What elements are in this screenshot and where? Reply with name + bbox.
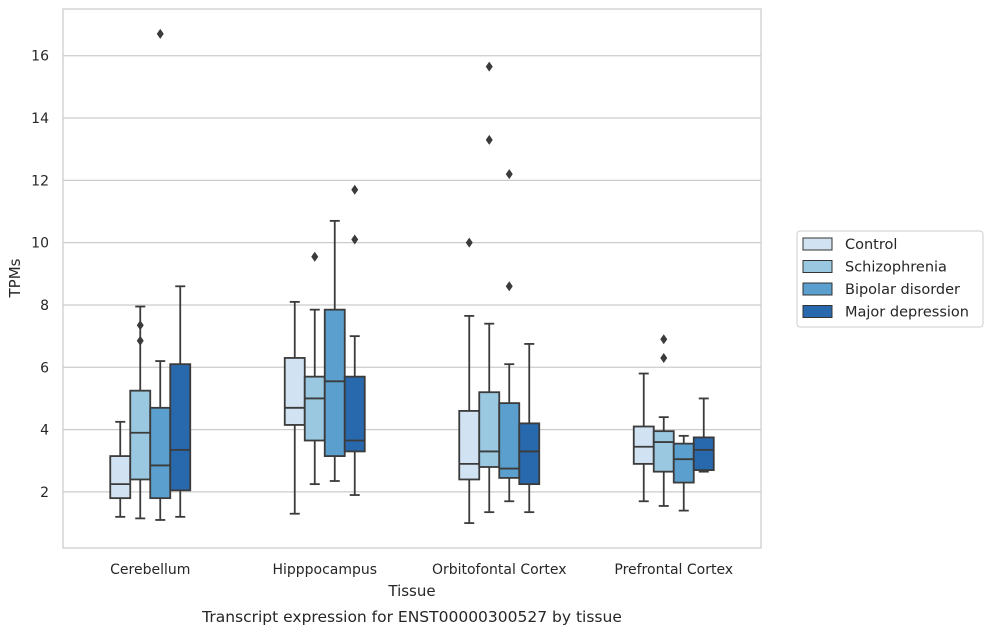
box-body bbox=[498, 402, 521, 479]
x-tick-labels: Cerebellum Hipppocampus Orbitofontal Corte… bbox=[110, 562, 733, 578]
box bbox=[672, 434, 695, 512]
box-body bbox=[458, 410, 481, 481]
box-body bbox=[343, 375, 366, 453]
y-tick-label: 2 bbox=[40, 485, 49, 501]
outlier-point bbox=[136, 320, 144, 331]
x-tick-label: Hipppocampus bbox=[272, 562, 377, 578]
legend-item: Bipolar disorder bbox=[802, 282, 960, 298]
legend-label: Bipolar disorder bbox=[845, 282, 960, 298]
box-body bbox=[632, 425, 655, 465]
outlier-point bbox=[351, 184, 359, 195]
legend-label: Major depression bbox=[845, 305, 969, 321]
legend-swatch bbox=[802, 282, 833, 296]
box bbox=[498, 169, 521, 503]
y-tick-label: 14 bbox=[31, 111, 49, 127]
box bbox=[109, 420, 132, 518]
box-body bbox=[109, 455, 132, 500]
x-tick-label: Orbitofontal Cortex bbox=[432, 562, 567, 578]
box bbox=[129, 305, 152, 520]
outlier-point bbox=[311, 251, 319, 262]
box-series bbox=[109, 28, 715, 524]
box-body bbox=[478, 391, 501, 468]
box bbox=[169, 285, 192, 518]
box bbox=[518, 343, 541, 514]
box-body bbox=[149, 406, 172, 500]
x-tick-label: Cerebellum bbox=[110, 562, 190, 578]
series-schizophrenia bbox=[129, 61, 675, 520]
outlier-point bbox=[660, 334, 668, 345]
outlier-point bbox=[485, 61, 493, 72]
outlier-point bbox=[351, 234, 359, 245]
box-body bbox=[303, 375, 326, 442]
legend-swatch bbox=[802, 237, 833, 251]
x-tick-label: Prefrontal Cortex bbox=[614, 562, 733, 578]
series-major-depression bbox=[169, 184, 715, 518]
box bbox=[343, 184, 366, 496]
box-body bbox=[323, 308, 346, 457]
y-tick-label: 10 bbox=[31, 236, 49, 252]
x-axis-label: Tissue bbox=[387, 582, 435, 600]
outlier-point bbox=[660, 352, 668, 363]
series-control bbox=[109, 237, 655, 524]
box-body bbox=[518, 422, 541, 486]
box-body bbox=[283, 357, 306, 426]
box bbox=[478, 61, 501, 514]
legend-swatch bbox=[802, 260, 833, 273]
legend-item: Major depression bbox=[802, 305, 969, 321]
box-body bbox=[129, 389, 152, 481]
outlier-point bbox=[505, 169, 513, 180]
legend-label: Schizophrenia bbox=[845, 260, 947, 276]
y-tick-label: 4 bbox=[40, 423, 49, 439]
outlier-point bbox=[505, 281, 513, 292]
outlier-point bbox=[485, 134, 493, 145]
series-bipolar-disorder bbox=[149, 28, 695, 521]
legend-frame bbox=[796, 230, 984, 328]
box-body bbox=[672, 442, 695, 484]
outlier-point bbox=[465, 237, 473, 248]
chart-caption: Transcript expression for ENST0000030052… bbox=[201, 608, 622, 626]
y-axis-label: TPMs bbox=[6, 258, 24, 298]
legend: Control Schizophrenia Bipolar disorder Majo… bbox=[796, 230, 984, 328]
box-body bbox=[652, 430, 675, 473]
y-tick-label: 6 bbox=[40, 360, 49, 376]
y-tick-label: 16 bbox=[31, 49, 49, 65]
box bbox=[652, 334, 675, 507]
legend-item: Control bbox=[802, 237, 897, 253]
box bbox=[323, 219, 346, 482]
box-body bbox=[692, 436, 715, 472]
box bbox=[283, 300, 306, 515]
box bbox=[149, 28, 172, 521]
legend-label: Control bbox=[845, 237, 897, 253]
outlier-point bbox=[156, 28, 164, 39]
y-tick-label: 8 bbox=[40, 298, 49, 314]
y-tick-label: 12 bbox=[31, 173, 49, 189]
box bbox=[458, 237, 481, 524]
legend-swatch bbox=[802, 305, 833, 318]
box bbox=[692, 397, 715, 473]
legend-item: Schizophrenia bbox=[802, 260, 947, 276]
plot-frame bbox=[62, 8, 762, 549]
box-body bbox=[169, 363, 192, 492]
y-tick-labels: 2 4 6 8 10 12 14 16 bbox=[31, 49, 49, 501]
outlier-point bbox=[136, 335, 144, 346]
